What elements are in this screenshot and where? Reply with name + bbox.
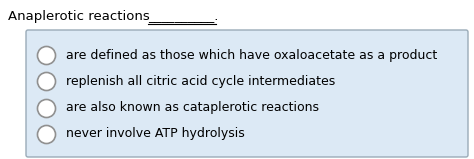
Text: __________.: __________. (148, 10, 219, 23)
Point (42, 106, 50, 109)
Point (42, 54, 50, 56)
Text: replenish all citric acid cycle intermediates: replenish all citric acid cycle intermed… (66, 75, 335, 88)
Text: are also known as cataplerotic reactions: are also known as cataplerotic reactions (66, 101, 319, 114)
Point (42, 80, 50, 83)
Text: are defined as those which have oxaloacetate as a product: are defined as those which have oxaloace… (66, 49, 437, 62)
Text: Anaplerotic reactions: Anaplerotic reactions (8, 10, 158, 23)
Text: never involve ATP hydrolysis: never involve ATP hydrolysis (66, 127, 245, 140)
Point (42, 133, 50, 135)
FancyBboxPatch shape (26, 30, 468, 157)
